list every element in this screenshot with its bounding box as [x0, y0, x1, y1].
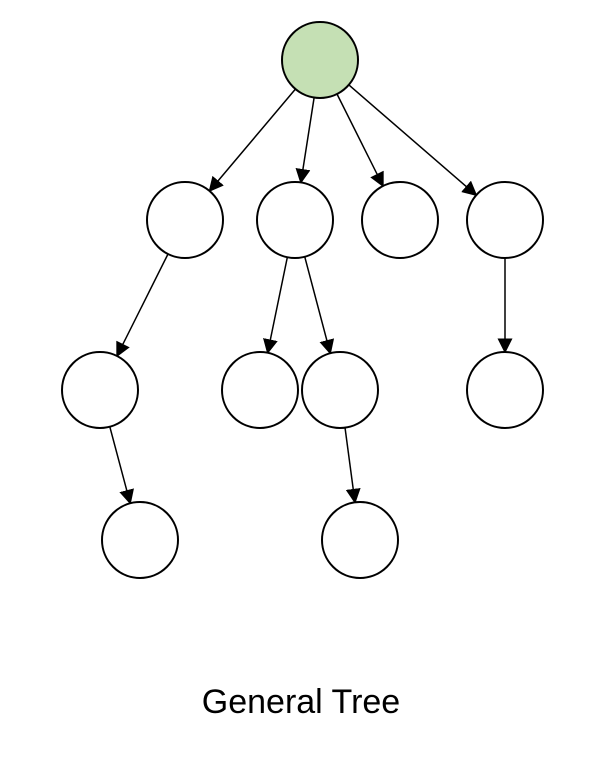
diagram-caption: General Tree: [0, 683, 602, 722]
tree-node: [467, 182, 543, 258]
tree-edge: [349, 85, 477, 195]
tree-node: [322, 502, 398, 578]
tree-node: [467, 352, 543, 428]
tree-root-node: [282, 22, 358, 98]
tree-edge: [117, 254, 168, 356]
tree-edges: [110, 85, 505, 503]
tree-node: [102, 502, 178, 578]
tree-edge: [210, 89, 296, 191]
tree-edge: [268, 257, 288, 353]
tree-edge: [345, 428, 355, 503]
tree-diagram: [0, 0, 602, 758]
tree-node: [257, 182, 333, 258]
tree-node: [147, 182, 223, 258]
tree-nodes: [62, 22, 543, 578]
tree-node: [222, 352, 298, 428]
tree-edge: [110, 427, 130, 504]
tree-node: [302, 352, 378, 428]
tree-node: [362, 182, 438, 258]
tree-node: [62, 352, 138, 428]
tree-edge: [305, 257, 331, 354]
tree-edge: [301, 98, 314, 183]
